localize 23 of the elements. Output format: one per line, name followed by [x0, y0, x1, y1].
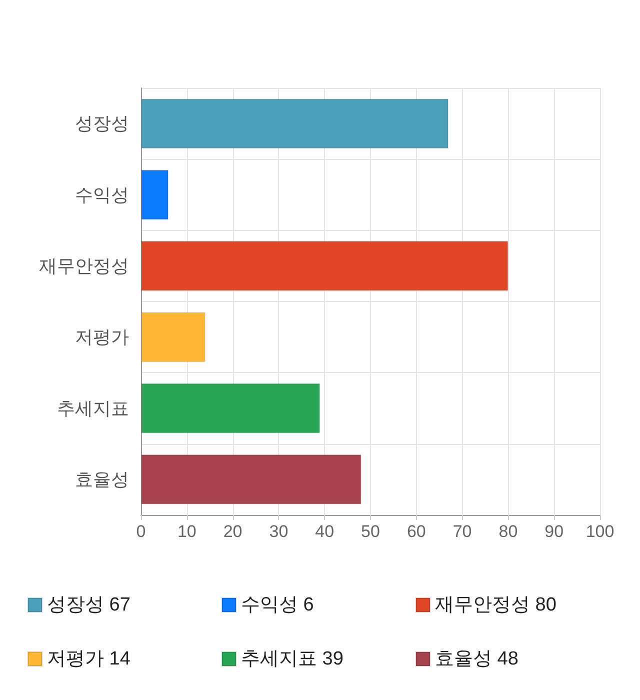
x-tick-label: 30	[269, 522, 288, 541]
y-tick-label: 효율성	[75, 469, 129, 490]
legend-label: 저평가 14	[47, 648, 131, 670]
x-tick-label: 80	[498, 522, 518, 541]
legend-label: 성장성 67	[47, 594, 130, 616]
y-tick-label: 수익성	[75, 184, 129, 205]
legend-label: 효율성 48	[435, 648, 518, 670]
x-tick-label: 100	[586, 522, 614, 541]
x-tick-label: 40	[315, 522, 334, 541]
x-tick-label: 20	[223, 522, 242, 541]
legend-label: 추세지표 39	[241, 648, 344, 670]
x-tick-label: 10	[177, 522, 196, 541]
x-tick-label: 0	[136, 522, 146, 541]
y-tick-label: 추세지표	[57, 398, 129, 418]
legend-label: 수익성 6	[241, 594, 314, 616]
y-tick-label: 재무안정성	[39, 256, 129, 276]
x-tick-label: 70	[452, 522, 472, 541]
y-tick-label: 성장성	[75, 114, 129, 134]
x-tick-label: 60	[406, 522, 426, 541]
x-tick-label: 90	[544, 522, 564, 541]
x-tick-label: 50	[361, 522, 380, 541]
legend-label: 재무안정성 80	[435, 594, 556, 616]
y-tick-label: 저평가	[75, 327, 129, 348]
